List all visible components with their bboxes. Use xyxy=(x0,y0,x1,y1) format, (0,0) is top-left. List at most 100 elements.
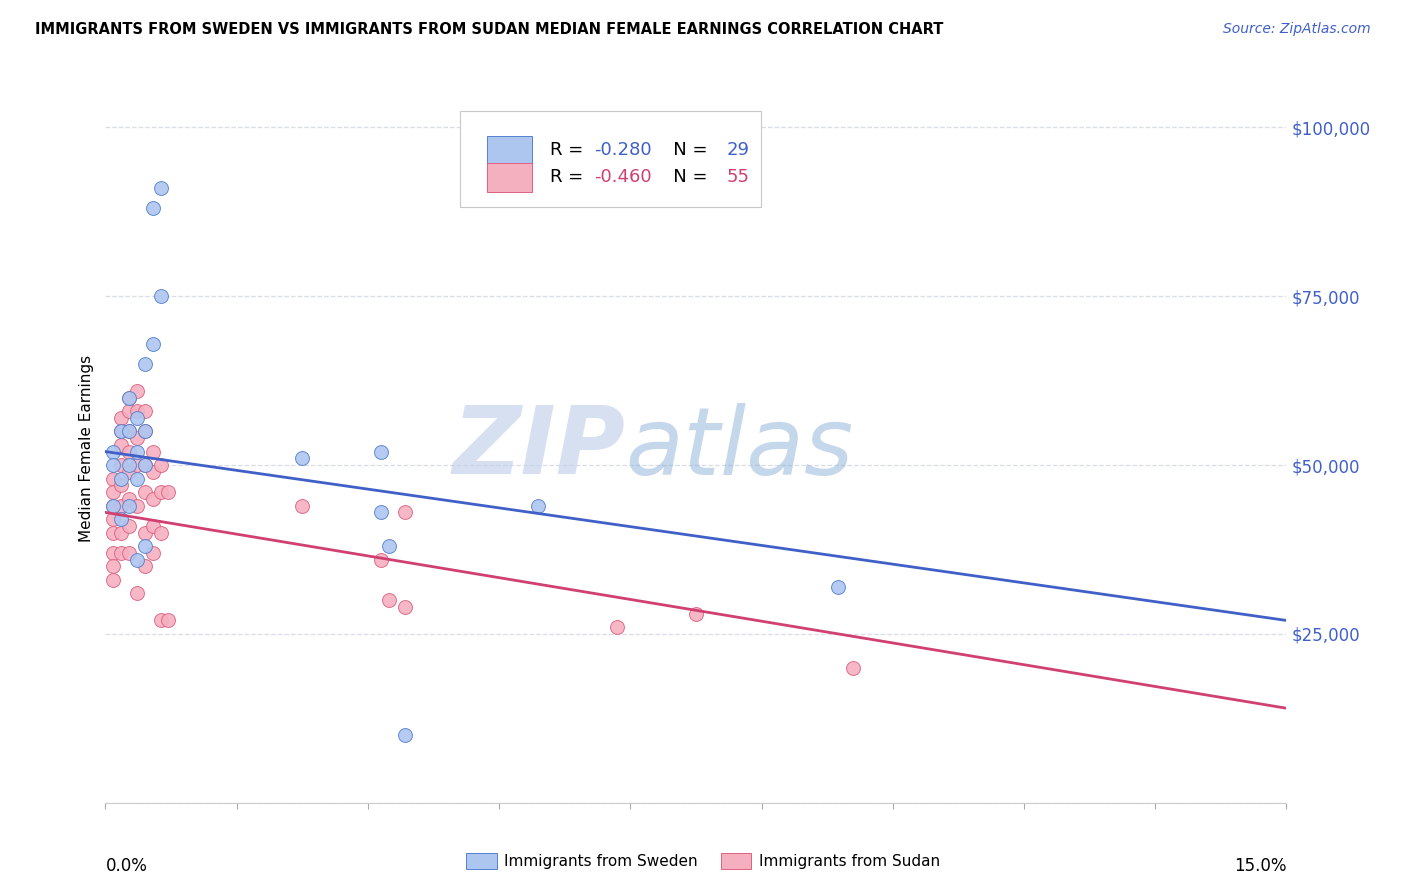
Point xyxy=(110,546,132,560)
Point xyxy=(103,485,125,500)
Point xyxy=(527,499,550,513)
Point xyxy=(103,546,125,560)
Point xyxy=(118,491,141,506)
Point xyxy=(118,391,141,405)
Point xyxy=(118,425,141,439)
Point xyxy=(110,525,132,540)
Point xyxy=(842,661,865,675)
Point xyxy=(103,512,125,526)
Point xyxy=(125,472,148,486)
Point xyxy=(134,525,156,540)
Point xyxy=(157,485,180,500)
Point xyxy=(134,458,156,472)
Text: N =: N = xyxy=(655,169,713,186)
Point xyxy=(103,444,125,458)
Point xyxy=(142,546,165,560)
Point xyxy=(378,593,401,607)
Point xyxy=(134,539,156,553)
Point xyxy=(125,552,148,566)
Point xyxy=(110,499,132,513)
FancyBboxPatch shape xyxy=(460,112,761,207)
Point xyxy=(142,465,165,479)
Point xyxy=(291,499,314,513)
Point xyxy=(149,614,172,628)
Point xyxy=(134,404,156,418)
Text: atlas: atlas xyxy=(626,402,853,494)
Point xyxy=(110,425,132,439)
Point xyxy=(149,181,172,195)
Point xyxy=(110,512,132,526)
Point xyxy=(827,580,849,594)
Point xyxy=(606,620,628,634)
Point xyxy=(142,519,165,533)
Point xyxy=(103,499,125,513)
Point xyxy=(142,202,165,216)
Point xyxy=(125,384,148,398)
Point xyxy=(370,444,392,458)
Point xyxy=(134,425,156,439)
Point xyxy=(134,559,156,574)
Text: ZIP: ZIP xyxy=(453,402,626,494)
Text: 29: 29 xyxy=(727,142,749,160)
FancyBboxPatch shape xyxy=(486,163,531,192)
Point xyxy=(103,559,125,574)
FancyBboxPatch shape xyxy=(486,136,531,165)
Point xyxy=(149,289,172,303)
Point xyxy=(110,438,132,452)
Point xyxy=(125,458,148,472)
Point xyxy=(134,485,156,500)
Point xyxy=(110,478,132,492)
Point xyxy=(118,444,141,458)
Point xyxy=(370,505,392,519)
Point xyxy=(378,539,401,553)
Point xyxy=(118,519,141,533)
Point xyxy=(103,573,125,587)
Point xyxy=(103,499,125,513)
Point xyxy=(149,458,172,472)
Point xyxy=(125,499,148,513)
Point xyxy=(110,458,132,472)
Point xyxy=(149,485,172,500)
Text: R =: R = xyxy=(550,142,589,160)
Point xyxy=(394,505,416,519)
Text: 0.0%: 0.0% xyxy=(105,857,148,875)
Point xyxy=(394,599,416,614)
Point xyxy=(118,404,141,418)
Point xyxy=(142,336,165,351)
Text: 15.0%: 15.0% xyxy=(1234,857,1286,875)
Point xyxy=(110,425,132,439)
Point xyxy=(394,728,416,742)
Point xyxy=(142,491,165,506)
Point xyxy=(125,586,148,600)
Text: Source: ZipAtlas.com: Source: ZipAtlas.com xyxy=(1223,22,1371,37)
Point xyxy=(110,472,132,486)
Text: 55: 55 xyxy=(727,169,749,186)
Point xyxy=(142,444,165,458)
Point xyxy=(157,614,180,628)
Point xyxy=(118,465,141,479)
Text: N =: N = xyxy=(655,142,713,160)
Point xyxy=(134,357,156,371)
Text: -0.280: -0.280 xyxy=(595,142,652,160)
Point xyxy=(125,404,148,418)
Y-axis label: Median Female Earnings: Median Female Earnings xyxy=(79,355,94,541)
Point xyxy=(103,458,125,472)
Point xyxy=(291,451,314,466)
Point xyxy=(370,552,392,566)
Text: IMMIGRANTS FROM SWEDEN VS IMMIGRANTS FROM SUDAN MEDIAN FEMALE EARNINGS CORRELATI: IMMIGRANTS FROM SWEDEN VS IMMIGRANTS FRO… xyxy=(35,22,943,37)
Text: R =: R = xyxy=(550,169,589,186)
Point xyxy=(125,444,148,458)
Point xyxy=(118,425,141,439)
Point xyxy=(125,431,148,445)
Point xyxy=(103,525,125,540)
Point xyxy=(149,525,172,540)
Point xyxy=(110,410,132,425)
Point xyxy=(118,458,141,472)
Point xyxy=(103,472,125,486)
Point xyxy=(134,425,156,439)
Text: -0.460: -0.460 xyxy=(595,169,652,186)
Point xyxy=(118,546,141,560)
Point xyxy=(685,607,707,621)
Point xyxy=(134,458,156,472)
Point xyxy=(118,499,141,513)
